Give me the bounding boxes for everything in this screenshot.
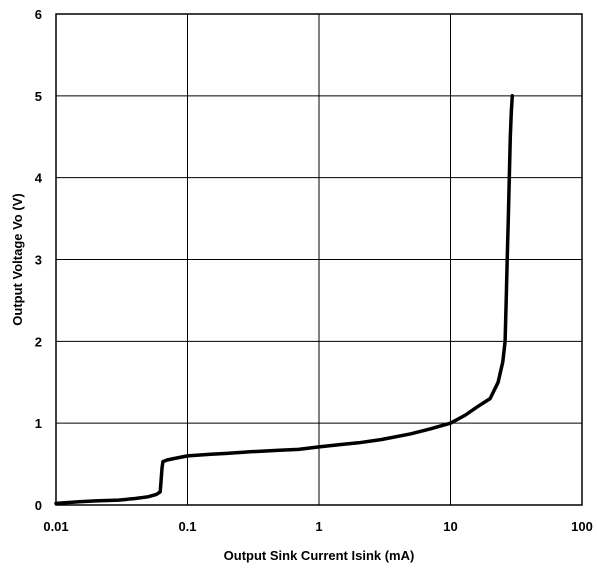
x-tick-label: 10 <box>443 519 457 534</box>
y-tick-label: 4 <box>35 171 43 186</box>
x-tick-label: 0.1 <box>178 519 196 534</box>
x-tick-label: 1 <box>315 519 322 534</box>
x-tick-label: 100 <box>571 519 593 534</box>
y-tick-label: 6 <box>35 7 42 22</box>
x-tick-label: 0.01 <box>43 519 68 534</box>
plot-frame <box>55 13 583 506</box>
y-tick-labels: 0 1 2 3 4 5 6 <box>35 7 43 513</box>
gridlines <box>55 13 583 506</box>
x-axis-label: Output Sink Current Isink (mA) <box>224 548 415 563</box>
y-tick-label: 1 <box>35 416 42 431</box>
series-line <box>54 94 515 506</box>
y-tick-label: 5 <box>35 89 42 104</box>
x-tick-labels: 0.01 0.1 1 10 100 <box>43 519 593 534</box>
y-tick-label: 2 <box>35 334 42 349</box>
y-tick-label: 3 <box>35 253 42 268</box>
y-tick-label: 0 <box>35 498 42 513</box>
y-axis-label: Output Voltage Vo (V) <box>10 193 25 325</box>
